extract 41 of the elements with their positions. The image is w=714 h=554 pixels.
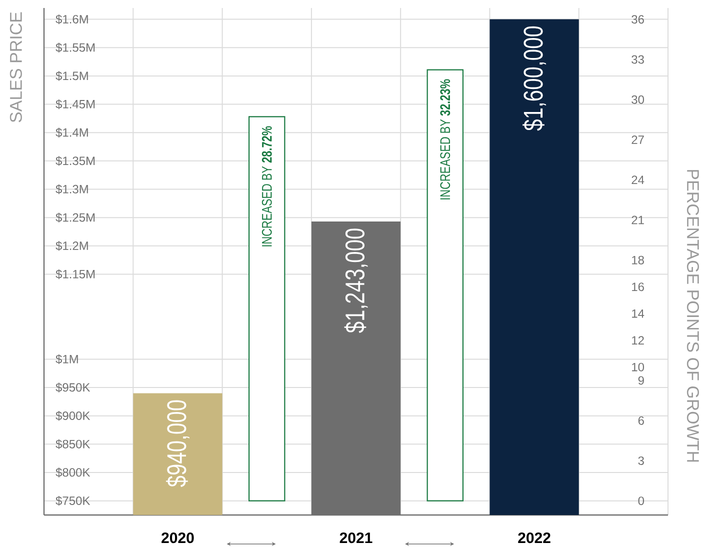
- y-tick-label: $1.15M: [56, 269, 95, 280]
- y-tick-label: $1.25M: [56, 212, 95, 222]
- y2-axis-title: PERCENTAGE POINTS OF GROWTH: [686, 170, 699, 462]
- y2-tick-label: 24: [632, 176, 644, 184]
- y-tick-label: $750K: [56, 496, 90, 506]
- y-tick-label: $950K: [56, 382, 90, 392]
- y-tick-label: $800K: [56, 468, 90, 478]
- data-label: INCREASED BY 28.72%: [262, 126, 272, 246]
- y2-tick-label: 6: [638, 416, 644, 425]
- x-tick-label: 2022: [518, 532, 550, 544]
- y2-tick-label: 16: [632, 282, 644, 292]
- y-tick-label: $1M: [56, 354, 78, 364]
- data-label: $1,243,000: [344, 228, 368, 333]
- data-label: INCREASED BY 32.23%: [440, 79, 450, 200]
- y-tick-label: $1.3M: [56, 184, 88, 194]
- x-tick-label: 2020: [162, 532, 194, 544]
- y2-tick-label: 9: [638, 376, 644, 385]
- y-tick-label: $1.5M: [56, 71, 88, 81]
- y2-tick-label: 30: [632, 95, 644, 104]
- y-tick-label: $1.4M: [56, 128, 88, 138]
- y-tick-label: $1.55M: [56, 42, 95, 52]
- y-tick-label: $1.2M: [56, 241, 88, 251]
- y-tick-label: $1.45M: [56, 99, 95, 110]
- data-label: $940,000: [166, 400, 190, 488]
- y2-tick-label: 12: [632, 336, 644, 345]
- data-label: $1,600,000: [522, 26, 546, 131]
- y2-tick-label: 10: [632, 362, 644, 372]
- y-tick-label: $850K: [56, 439, 90, 450]
- x-tick-label: 2021: [340, 532, 372, 544]
- y-tick-label: $1.35M: [56, 156, 95, 166]
- y2-tick-label: 0: [638, 496, 644, 506]
- y-tick-label: $900K: [56, 410, 90, 421]
- y-axis-title: SALES PRICE: [10, 12, 22, 122]
- y2-tick-label: 18: [632, 256, 644, 264]
- y2-tick-label: 21: [632, 216, 644, 224]
- y2-tick-label: 3: [638, 456, 644, 465]
- y2-tick-label: 27: [632, 136, 644, 144]
- y-tick-label: $1.6M: [56, 14, 88, 24]
- y2-tick-label: 33: [632, 55, 644, 64]
- y2-tick-label: 36: [632, 15, 644, 24]
- y2-tick-label: 14: [632, 309, 644, 318]
